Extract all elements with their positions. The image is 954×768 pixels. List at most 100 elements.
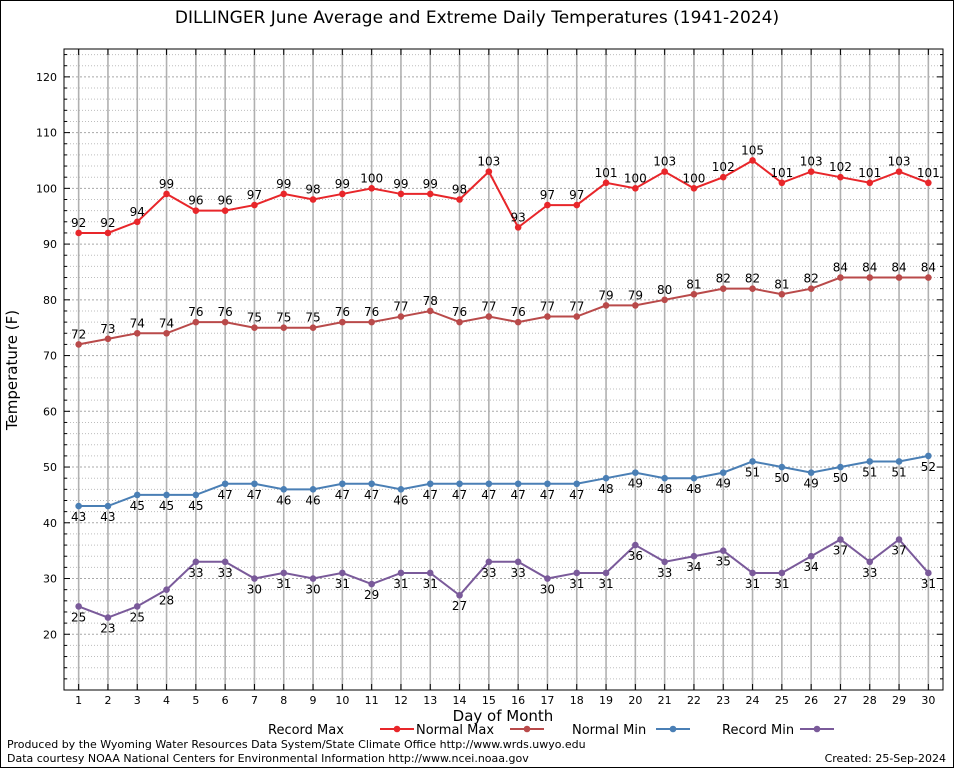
record-min-data-label: 36 [628, 549, 643, 563]
record-min-data-label: 37 [891, 544, 906, 558]
record-max-data-label: 103 [477, 155, 500, 169]
normal-min-point [866, 458, 874, 465]
record-max-data-label: 99 [159, 177, 174, 191]
record-min-point [602, 569, 610, 577]
record-max-data-label: 101 [595, 166, 618, 180]
record-min-point [925, 569, 932, 577]
normal-max-point [602, 302, 610, 309]
normal-max-data-label: 76 [452, 305, 467, 319]
normal-min-data-label: 50 [833, 471, 848, 485]
x-tick-label: 13 [423, 694, 437, 707]
normal-max-point [514, 318, 522, 326]
footer-data-courtesy: Data courtesy NOAA National Centers for … [7, 752, 529, 765]
normal-max-point [837, 274, 844, 281]
record-min-legend-marker [813, 725, 821, 733]
record-min-line [78, 538, 930, 619]
record-max-point [632, 185, 639, 192]
record-max-point [602, 179, 610, 187]
x-tick-label: 18 [570, 694, 584, 707]
normal-min-data-label: 45 [159, 499, 174, 513]
y-tick-label: 30 [43, 573, 57, 586]
record-min-point [544, 575, 551, 582]
normal-min-point [368, 480, 375, 488]
record-max-line [78, 159, 929, 234]
record-max-point [280, 190, 288, 198]
normal-max-data-label: 75 [247, 311, 262, 325]
normal-max-point [163, 329, 170, 337]
normal-max-data-label: 84 [833, 261, 848, 275]
x-tick-label: 11 [365, 694, 379, 707]
record-min-point [75, 603, 82, 610]
normal-min-data-label: 46 [276, 493, 291, 507]
record-min-point [397, 569, 405, 577]
normal-min-point [807, 469, 815, 476]
record-min-point [485, 558, 493, 566]
normal-min-data-label: 47 [423, 488, 438, 502]
normal-max-data-label: 75 [276, 311, 291, 325]
footer-produced-by: Produced by the Wyoming Water Resources … [7, 738, 586, 751]
normal-max-data-label: 84 [891, 261, 906, 275]
x-tick-label: 6 [222, 694, 229, 707]
record-min-data-label: 31 [393, 577, 408, 591]
y-tick-label: 50 [43, 461, 57, 474]
record-min-point [573, 569, 581, 577]
x-tick-label: 3 [134, 694, 141, 707]
record-min-data-label: 33 [511, 566, 526, 580]
normal-min-data-label: 47 [481, 488, 496, 502]
record-max-point [837, 173, 844, 181]
record-min-point [221, 558, 229, 566]
record-max-data-label: 101 [917, 166, 940, 180]
record-min-point [895, 536, 903, 543]
y-tick-label: 80 [43, 294, 57, 307]
legend: Record Max Normal Max Normal Min Record Min [268, 723, 834, 738]
record-min-point [309, 575, 317, 582]
record-min-data-label: 35 [716, 555, 731, 569]
record-max-point [925, 179, 932, 187]
normal-min-point [456, 480, 463, 488]
normal-max-data-label: 77 [540, 300, 555, 314]
normal-min-data-label: 51 [862, 465, 877, 479]
x-tick-label: 16 [511, 694, 525, 707]
record-min-point [661, 558, 668, 566]
record-max-point [75, 229, 82, 237]
normal-max-legend-marker [523, 725, 531, 733]
normal-min-point [221, 480, 229, 488]
record-max-data-label: 102 [712, 160, 735, 174]
record-max-point [749, 157, 756, 164]
x-tick-label: 10 [335, 694, 349, 707]
normal-min-point [104, 502, 112, 510]
normal-min-point [573, 480, 581, 488]
normal-min-data-label: 47 [364, 488, 379, 502]
normal-max-data-label: 72 [71, 327, 86, 341]
normal-max-point [544, 313, 551, 320]
record-max-legend-label: Record Max [268, 723, 344, 738]
record-min-data-label: 25 [130, 610, 145, 624]
normal-min-data-label: 48 [686, 482, 701, 496]
normal-min-data-label: 49 [716, 477, 731, 491]
normal-max-point [749, 285, 756, 292]
normal-max-line [78, 276, 929, 346]
normal-min-point [837, 463, 844, 471]
record-min-data-label: 31 [335, 577, 350, 591]
normal-min-point [749, 458, 756, 465]
normal-max-point [719, 285, 727, 292]
normal-min-data-label: 46 [305, 493, 320, 507]
record-max-data-label: 103 [653, 155, 676, 169]
record-max-point [104, 229, 112, 237]
normal-min-data-label: 45 [130, 499, 145, 513]
record-max-point [514, 224, 522, 231]
record-min-data-label: 31 [598, 577, 613, 591]
record-min-point [866, 558, 874, 566]
record-max-data-label: 100 [624, 171, 647, 185]
normal-min-legend-label: Normal Min [572, 723, 646, 738]
y-tick-label: 120 [36, 71, 57, 84]
record-min-point [778, 569, 786, 577]
normal-max-point [456, 318, 463, 326]
y-tick-label: 20 [43, 628, 57, 641]
record-max-point [544, 201, 551, 209]
record-min-data-label: 31 [921, 577, 936, 591]
record-min-data-label: 31 [745, 577, 760, 591]
record-max-point [456, 196, 463, 203]
record-min-data-label: 30 [305, 583, 320, 597]
record-max-data-label: 99 [276, 177, 291, 191]
